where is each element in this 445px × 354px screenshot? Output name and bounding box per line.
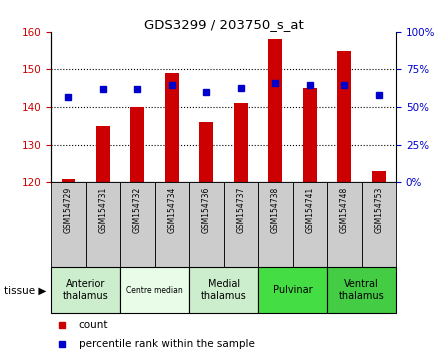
Text: Ventral
thalamus: Ventral thalamus	[339, 279, 384, 301]
Bar	[199, 122, 213, 182]
Text: GSM154741: GSM154741	[305, 187, 314, 233]
Text: Anterior
thalamus: Anterior thalamus	[63, 279, 109, 301]
Bar	[51, 267, 120, 313]
Bar	[258, 267, 327, 313]
Text: Centre median: Centre median	[126, 286, 183, 295]
Text: percentile rank within the sample: percentile rank within the sample	[79, 339, 255, 349]
Text: GSM154737: GSM154737	[236, 187, 245, 233]
Bar	[303, 88, 317, 182]
Bar	[51, 182, 85, 267]
Text: GSM154732: GSM154732	[133, 187, 142, 233]
Text: GSM154736: GSM154736	[202, 187, 211, 233]
Bar	[61, 178, 75, 182]
Bar	[258, 182, 293, 267]
Bar	[165, 73, 179, 182]
Bar	[155, 182, 189, 267]
Text: GSM154729: GSM154729	[64, 187, 73, 233]
Bar	[234, 103, 248, 182]
Bar	[130, 107, 144, 182]
Title: GDS3299 / 203750_s_at: GDS3299 / 203750_s_at	[144, 18, 303, 31]
Text: Pulvinar: Pulvinar	[273, 285, 312, 295]
Text: tissue ▶: tissue ▶	[4, 285, 47, 295]
Bar	[337, 51, 351, 182]
Bar	[293, 182, 327, 267]
Text: GSM154738: GSM154738	[271, 187, 280, 233]
Text: GSM154734: GSM154734	[167, 187, 176, 233]
Text: Medial
thalamus: Medial thalamus	[201, 279, 247, 301]
Bar	[86, 182, 120, 267]
Bar	[96, 126, 110, 182]
Text: GSM154753: GSM154753	[374, 187, 383, 233]
Bar	[372, 171, 386, 182]
Bar	[224, 182, 258, 267]
Bar	[327, 182, 362, 267]
Text: GSM154731: GSM154731	[98, 187, 107, 233]
Text: GSM154748: GSM154748	[340, 187, 349, 233]
Bar	[327, 267, 396, 313]
Text: count: count	[79, 320, 108, 330]
Bar	[120, 182, 155, 267]
Bar	[189, 267, 258, 313]
Bar	[189, 182, 224, 267]
Bar	[120, 267, 189, 313]
Bar	[362, 182, 396, 267]
Bar	[268, 39, 282, 182]
